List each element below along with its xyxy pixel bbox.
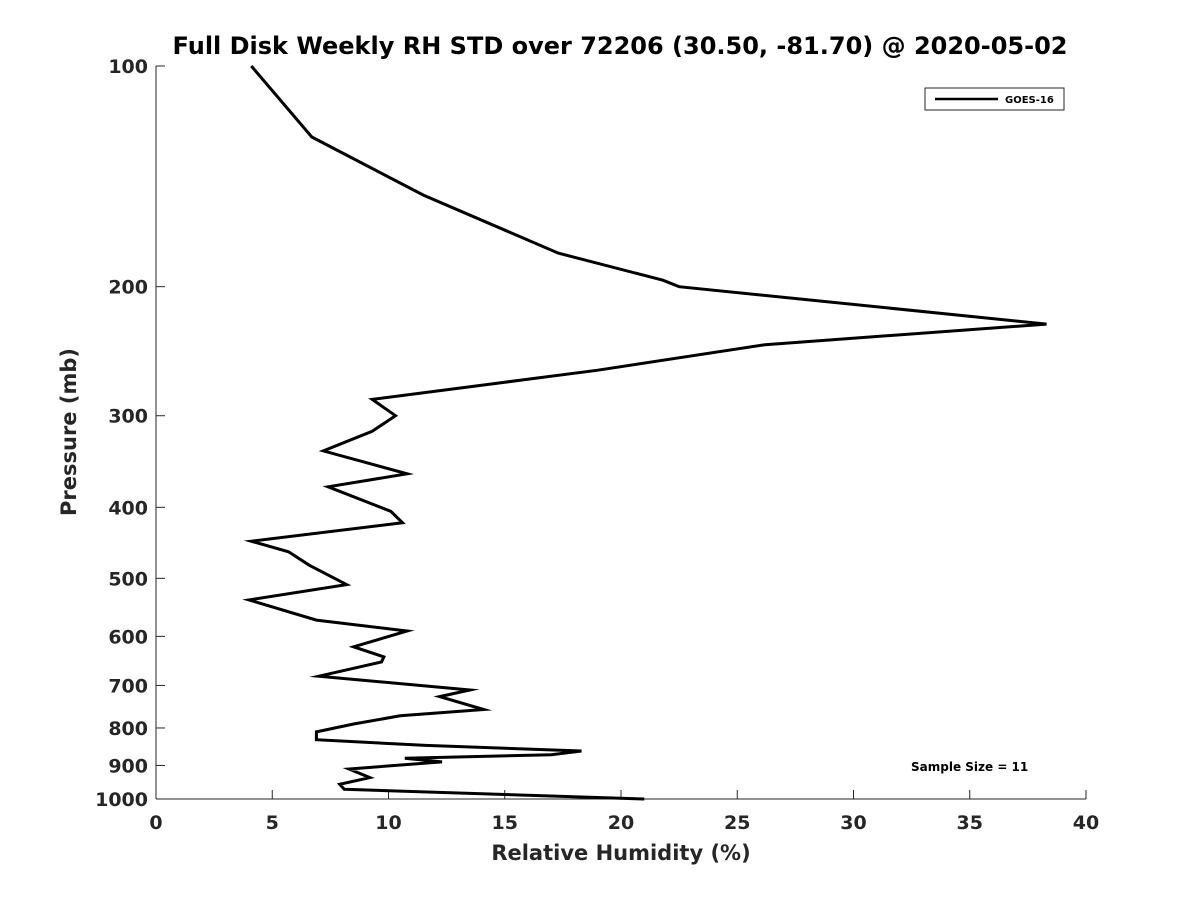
y-axis-ticks: 100 200 300 400 500 600 700 800 900 1000 [95, 56, 165, 811]
y-tick-label: 900 [108, 755, 148, 777]
x-tick-label: 30 [840, 812, 866, 834]
legend-entry-goes-16: GOES-16 [1005, 95, 1054, 106]
x-tick-label: 15 [492, 812, 518, 834]
y-tick-label: 600 [108, 626, 148, 648]
y-tick-label: 300 [108, 406, 148, 428]
x-tick-label: 0 [149, 812, 162, 834]
y-tick-label: 400 [108, 497, 148, 519]
x-tick-label: 35 [957, 812, 983, 834]
x-tick-label: 40 [1073, 812, 1099, 834]
plot-axes [155, 66, 1086, 800]
x-axis-label: Relative Humidity (%) [491, 841, 750, 865]
y-tick-label: 700 [108, 675, 148, 697]
y-tick-label: 200 [108, 277, 148, 299]
legend: GOES-16 [924, 87, 1065, 111]
series-layer [242, 65, 1047, 801]
y-tick-label: 500 [108, 568, 148, 590]
x-tick-label: 25 [724, 812, 750, 834]
x-tick-label: 20 [608, 812, 634, 834]
y-tick-label: 800 [108, 718, 148, 740]
y-tick-label: 100 [108, 56, 148, 78]
x-tick-label: 5 [266, 812, 279, 834]
series-line-goes-16 [242, 65, 1047, 801]
sample-size-annotation: Sample Size = 11 [911, 760, 1028, 774]
y-axis-label: Pressure (mb) [57, 348, 81, 516]
x-tick-label: 10 [375, 812, 401, 834]
chart-title: Full Disk Weekly RH STD over 72206 (30.5… [173, 32, 1068, 60]
x-axis-ticks: 0 5 10 15 20 25 30 35 40 [149, 790, 1099, 834]
y-tick-label: 1000 [95, 789, 148, 811]
